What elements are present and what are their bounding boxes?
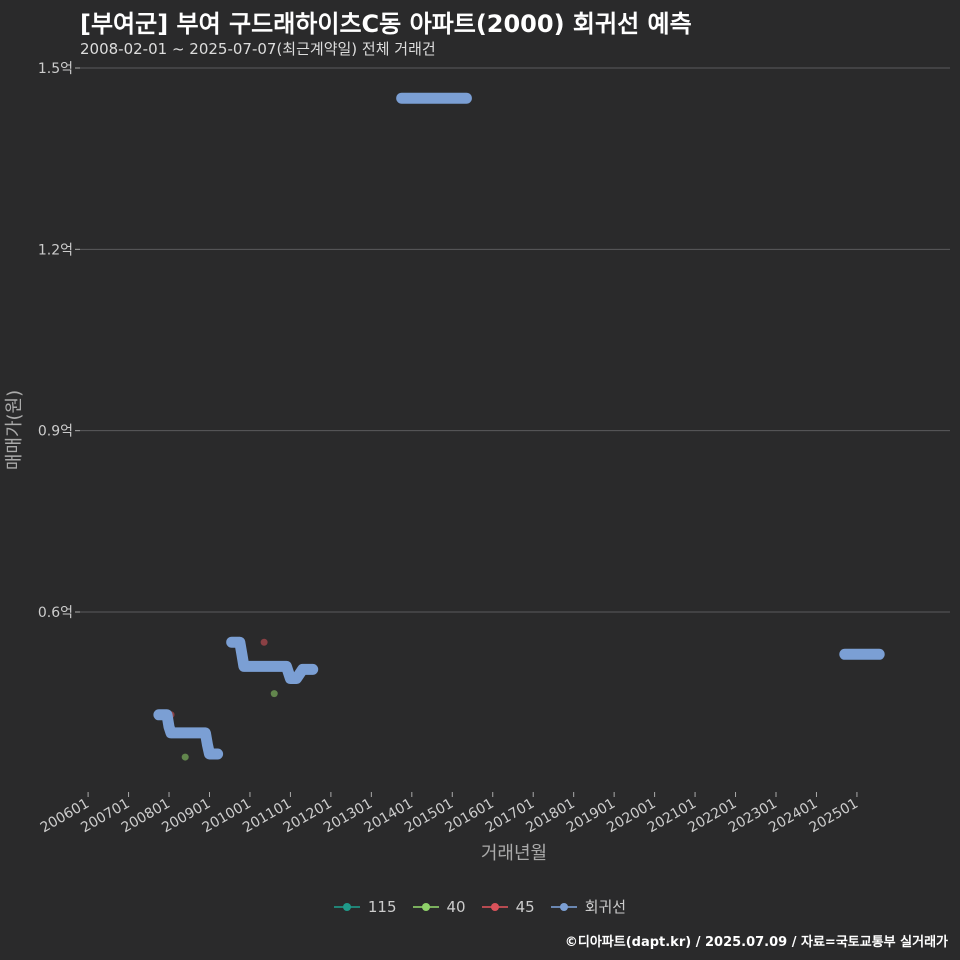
y-tick-label: 0.6억 [38, 605, 73, 621]
data-marks [153, 92, 885, 761]
y-tick-label: 1.2억 [38, 242, 73, 258]
legend-item: 회귀선 [550, 896, 627, 917]
y-tick-label: 0.9억 [38, 424, 73, 440]
legend-swatch [481, 901, 508, 913]
legend: 115 40 45 회귀선 [0, 896, 960, 917]
legend-swatch [550, 901, 577, 913]
y-tick-label: 1.5억 [38, 61, 73, 77]
chart-subtitle: 2008-02-01 ~ 2025-07-07(최근계약일) 전체 거래건 [80, 40, 436, 58]
x-axis-label: 거래년월 [481, 843, 547, 864]
regression-line-segment [226, 636, 319, 684]
legend-label: 45 [515, 897, 535, 916]
legend-item: 40 [412, 896, 466, 917]
footer-credit: ©디아파트(dapt.kr) / 2025.07.09 / 자료=국토교통부 실… [564, 935, 948, 950]
legend-label: 회귀선 [584, 898, 627, 916]
chart-title: [부여군] 부여 구드래하이츠C동 아파트(2000) 회귀선 예측 [80, 10, 692, 38]
legend-label: 40 [446, 897, 466, 916]
x-axis: 2006012007012008012009012010012011012012… [38, 792, 861, 836]
data-point-45 [260, 638, 268, 646]
y-axis: 0.6억 0.9억 1.2억 1.5억 [38, 61, 80, 621]
y-gridlines [80, 67, 950, 613]
data-point-40 [181, 753, 189, 761]
legend-swatch [412, 901, 439, 913]
legend-item: 115 [333, 896, 397, 917]
legend-item: 45 [481, 896, 535, 917]
legend-label: 115 [367, 897, 397, 916]
regression-line-segment [153, 709, 224, 760]
legend-swatch [333, 901, 360, 913]
data-point-40 [270, 690, 278, 698]
y-axis-label: 매매가(원) [4, 390, 25, 470]
